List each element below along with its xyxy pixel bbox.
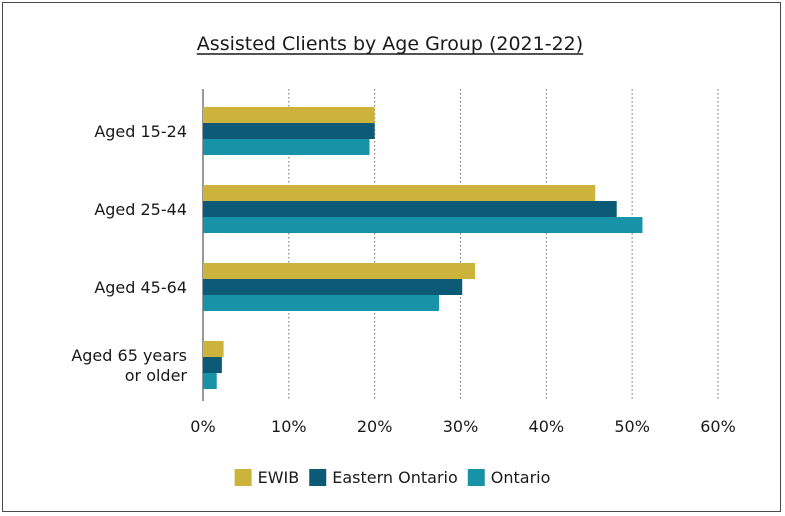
bar xyxy=(203,357,222,373)
legend-label: Eastern Ontario xyxy=(332,468,458,487)
legend-label: EWIB xyxy=(258,468,300,487)
x-tick-label: 10% xyxy=(271,417,307,436)
category-label: Aged 25-44 xyxy=(94,200,187,219)
bar xyxy=(203,341,224,357)
x-tick-label: 60% xyxy=(700,417,736,436)
x-tick-labels: 0% 10% 20% 30% 40% 50% 60% xyxy=(190,417,735,436)
bar xyxy=(203,295,440,311)
legend-swatch xyxy=(309,469,327,486)
bar xyxy=(203,263,476,279)
category-label: or older xyxy=(125,366,188,385)
bar xyxy=(203,373,217,389)
bar xyxy=(203,185,596,201)
bar xyxy=(203,279,463,295)
x-tick-label: 0% xyxy=(190,417,215,436)
bar xyxy=(203,201,617,217)
x-tick-label: 20% xyxy=(357,417,393,436)
legend-swatch xyxy=(234,469,252,486)
legend: EWIB Eastern Ontario Ontario xyxy=(234,468,551,487)
category-label: Aged 15-24 xyxy=(94,122,187,141)
bar xyxy=(203,107,375,123)
bars xyxy=(203,107,643,389)
category-labels: Aged 15-24 Aged 25-44 Aged 45-64 Aged 65 ye… xyxy=(71,122,187,385)
x-tick-label: 40% xyxy=(529,417,565,436)
x-tick-label: 50% xyxy=(614,417,650,436)
legend-label: Ontario xyxy=(491,468,551,487)
category-label: Aged 65 years xyxy=(71,346,187,365)
chart-title: Assisted Clients by Age Group (2021-22) xyxy=(197,33,583,55)
bar xyxy=(203,123,375,139)
x-tick-label: 30% xyxy=(443,417,479,436)
category-label: Aged 45-64 xyxy=(94,278,187,297)
bar xyxy=(203,217,643,233)
bar xyxy=(203,139,370,155)
legend-swatch xyxy=(467,469,485,486)
